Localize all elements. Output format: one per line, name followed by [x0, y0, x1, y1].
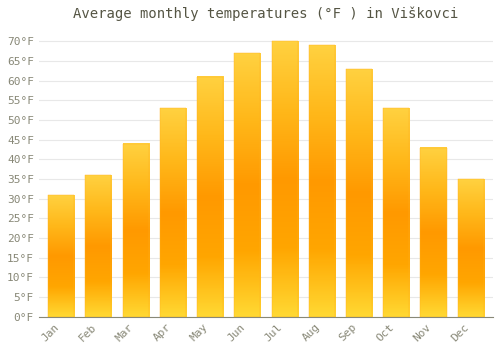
- Bar: [383, 108, 409, 317]
- Bar: [234, 53, 260, 317]
- Bar: [122, 144, 148, 317]
- Bar: [197, 77, 223, 317]
- Bar: [346, 69, 372, 317]
- Bar: [48, 195, 74, 317]
- Bar: [420, 148, 446, 317]
- Bar: [308, 45, 335, 317]
- Bar: [86, 175, 112, 317]
- Title: Average monthly temperatures (°F ) in Viškovci: Average monthly temperatures (°F ) in Vi…: [74, 7, 458, 21]
- Bar: [458, 179, 483, 317]
- Bar: [160, 108, 186, 317]
- Bar: [272, 41, 297, 317]
